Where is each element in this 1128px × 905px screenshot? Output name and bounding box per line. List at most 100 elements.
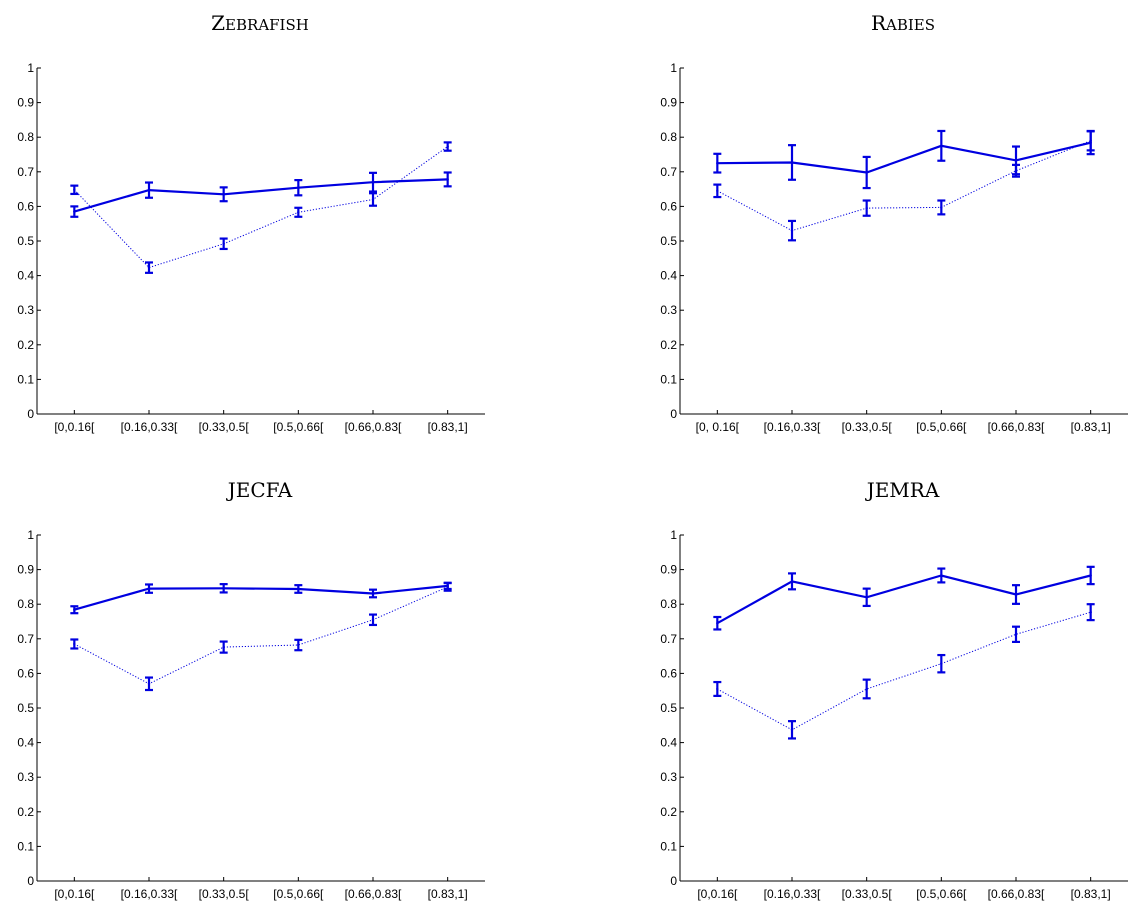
data-point	[1089, 574, 1092, 577]
y-tick-label: 0	[670, 407, 677, 421]
y-tick-label: 0.3	[17, 303, 34, 317]
series-line-solid	[716, 574, 1091, 625]
y-tick-label: 0.4	[17, 269, 34, 283]
data-point	[222, 193, 225, 196]
y-tick-label: 0.8	[17, 130, 34, 144]
data-point	[1014, 169, 1018, 172]
x-tick-label: [0.83,1]	[428, 420, 468, 434]
data-point	[147, 682, 151, 685]
x-tick-label: [0.16,0.33[	[764, 420, 821, 434]
data-point	[790, 728, 794, 731]
x-tick-label: [0.66,0.83[	[345, 887, 402, 901]
data-point	[371, 618, 375, 621]
series-line-solid	[717, 141, 1091, 174]
data-point	[73, 188, 76, 191]
data-point	[940, 662, 943, 665]
data-point	[865, 687, 868, 691]
series-line-solid	[73, 178, 448, 213]
data-point	[222, 645, 225, 649]
x-tick-label: [0, 0.16[	[696, 420, 740, 434]
x-tick-label: [0,0.16[	[697, 887, 738, 901]
y-tick-label: 0.1	[17, 372, 34, 386]
data-point	[865, 596, 868, 599]
y-tick-label: 0	[27, 874, 34, 888]
x-tick-label: [0.33,0.5[	[199, 887, 250, 901]
x-tick-label: [0.16,0.33[	[764, 887, 821, 901]
y-tick-label: 0.9	[17, 563, 34, 577]
x-tick-label: [0.66,0.83[	[345, 420, 402, 434]
data-point	[865, 206, 868, 210]
data-point	[790, 229, 794, 232]
y-tick-label: 1	[27, 528, 34, 542]
data-point	[1089, 139, 1092, 142]
y-tick-label: 0.4	[17, 736, 34, 750]
chart-title: RABIES	[871, 11, 935, 35]
data-point	[716, 622, 719, 625]
data-point	[147, 266, 151, 269]
y-tick-label: 0.5	[660, 701, 677, 715]
data-point	[446, 145, 449, 148]
chart-panel-4: JEMRA 0 0.1 0.2 0.3 0.4 0.5 0.6 0.7 0.8 0.9 1 [0,0.1…	[660, 478, 1128, 901]
y-tick-label: 0.9	[660, 563, 677, 577]
data-point	[371, 198, 375, 201]
data-point	[222, 242, 225, 245]
data-point	[1014, 593, 1018, 596]
data-point	[716, 687, 719, 691]
data-point	[73, 642, 76, 646]
y-tick-label: 0.1	[660, 372, 677, 386]
series-line-dotted	[717, 140, 1091, 232]
x-tick-label: [0.66,0.83[	[988, 887, 1045, 901]
chart-panel-3: JECFA 0 0.1 0.2 0.3 0.4 0.5 0.6 0.7 0.8 0.9 1 [0,0.1…	[17, 478, 485, 901]
chart-title: ZEBRAFISH	[211, 11, 309, 35]
x-tick-label: [0.16,0.33[	[121, 887, 178, 901]
y-tick-label: 0.8	[660, 130, 677, 144]
y-tick-label: 0.2	[17, 338, 34, 352]
x-tick-label: [0.5,0.66[	[273, 887, 324, 901]
y-tick-label: 0.6	[660, 199, 677, 213]
data-point	[371, 592, 375, 595]
data-point	[73, 210, 76, 213]
y-tick-label: 0.1	[660, 839, 677, 853]
data-point	[940, 574, 943, 577]
data-point	[297, 186, 300, 189]
x-tick-label: [0.33,0.5[	[842, 420, 893, 434]
data-point	[297, 211, 300, 214]
y-tick-label: 0.7	[17, 632, 34, 646]
data-point	[1089, 610, 1092, 614]
series-line-dotted	[717, 611, 1091, 731]
data-point	[716, 161, 719, 165]
series-line-dotted	[74, 586, 448, 685]
y-tick-label: 0.5	[660, 234, 677, 248]
y-tick-label: 0.7	[17, 165, 34, 179]
y-tick-label: 0.6	[660, 666, 677, 680]
x-tick-label: [0.83,1]	[428, 887, 468, 901]
y-tick-label: 1	[27, 61, 34, 75]
x-tick-label: [0,0.16[	[54, 420, 95, 434]
data-point	[790, 580, 794, 583]
x-tick-label: [0.83,1]	[1071, 887, 1111, 901]
y-tick-label: 0.2	[660, 805, 677, 819]
y-tick-label: 0.2	[660, 338, 677, 352]
data-point	[716, 189, 719, 193]
x-tick-label: [0.5,0.66[	[916, 887, 967, 901]
data-point	[790, 161, 794, 164]
x-tick-label: [0.33,0.5[	[199, 420, 250, 434]
data-point	[297, 587, 300, 591]
x-tick-label: [0.5,0.66[	[273, 420, 324, 434]
data-point	[371, 180, 375, 184]
data-point	[1014, 633, 1018, 636]
chart-panel-2: RABIES 0 0.1 0.2 0.3 0.4 0.5 0.6 0.7 0.8 0.9 1 [0, 0…	[660, 11, 1128, 434]
y-tick-label: 0.4	[660, 269, 677, 283]
x-tick-label: [0.66,0.83[	[988, 420, 1045, 434]
chart-title: JEMRA	[865, 478, 940, 502]
data-point	[147, 188, 151, 192]
y-tick-label: 0.9	[660, 96, 677, 110]
y-tick-label: 0.7	[660, 632, 677, 646]
chart-title: JECFA	[226, 478, 293, 502]
y-tick-label: 1	[670, 528, 677, 542]
y-tick-label: 0.6	[17, 666, 34, 680]
y-tick-label: 0.7	[660, 165, 677, 179]
data-point	[446, 178, 449, 181]
y-tick-label: 0.2	[17, 805, 34, 819]
